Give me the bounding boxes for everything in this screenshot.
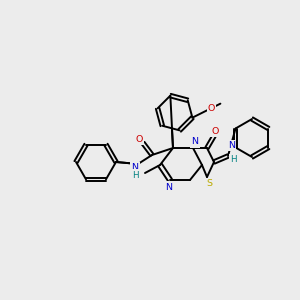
Text: N: N bbox=[191, 137, 199, 146]
Text: H: H bbox=[132, 170, 138, 179]
Text: N: N bbox=[228, 141, 235, 150]
Text: O: O bbox=[208, 104, 215, 113]
Text: S: S bbox=[206, 179, 212, 188]
Text: N: N bbox=[166, 182, 172, 191]
Text: H: H bbox=[230, 155, 236, 164]
Text: O: O bbox=[135, 134, 143, 143]
Text: N: N bbox=[131, 164, 139, 172]
Text: O: O bbox=[211, 127, 219, 136]
